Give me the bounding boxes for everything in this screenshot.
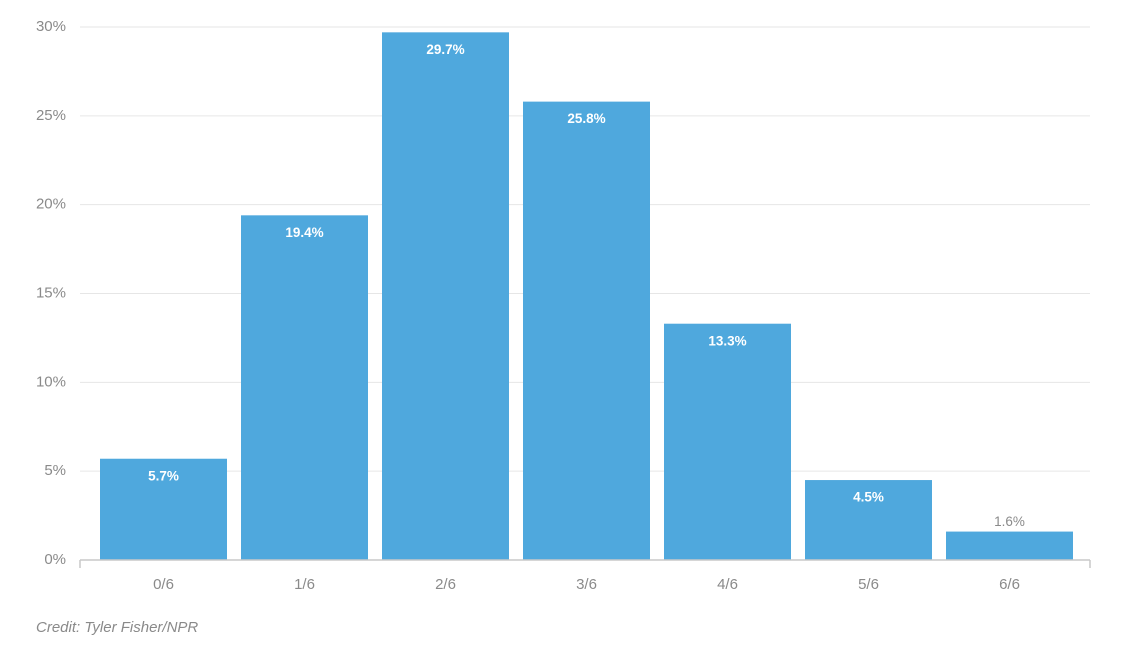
bar-value-label: 1.6% [994, 514, 1025, 529]
x-tick-label: 1/6 [294, 576, 315, 593]
bar-value-label: 4.5% [853, 490, 884, 505]
bar [241, 215, 368, 560]
x-tick-label: 6/6 [999, 576, 1020, 593]
y-tick-label: 5% [44, 462, 66, 479]
bar-value-label: 13.3% [708, 333, 746, 348]
bar [382, 32, 509, 560]
y-tick-label: 10% [36, 373, 66, 390]
bar [946, 531, 1073, 560]
x-tick-label: 5/6 [858, 576, 879, 593]
bar [664, 323, 791, 560]
bar-value-label: 5.7% [148, 468, 179, 483]
x-tick-label: 3/6 [576, 576, 597, 593]
labels: 0% 5% 10% 15% 20% 25% 30% 5.7% 0/6 19.4% 1/6 29.7% 2… [36, 18, 1025, 593]
bar-value-label: 19.4% [285, 225, 323, 240]
x-tick-label: 0/6 [153, 576, 174, 593]
bar [805, 480, 932, 560]
y-tick-label: 30% [36, 18, 66, 35]
bar-chart: 0% 5% 10% 15% 20% 25% 30% 5.7% 0/6 19.4% 1/6 29.7% 2… [36, 18, 1091, 593]
chart-credit: Credit: Tyler Fisher/NPR [36, 619, 199, 636]
y-tick-label: 0% [44, 551, 66, 568]
bar [523, 101, 650, 561]
x-tick-label: 2/6 [435, 576, 456, 593]
y-tick-label: 15% [36, 284, 66, 301]
y-tick-label: 25% [36, 107, 66, 124]
bar-value-label: 29.7% [426, 42, 464, 57]
y-tick-label: 20% [36, 196, 66, 213]
bar [100, 458, 227, 560]
bar-value-label: 25.8% [567, 111, 605, 126]
x-tick-label: 4/6 [717, 576, 738, 593]
bars [100, 32, 1073, 561]
axes [79, 559, 1091, 568]
